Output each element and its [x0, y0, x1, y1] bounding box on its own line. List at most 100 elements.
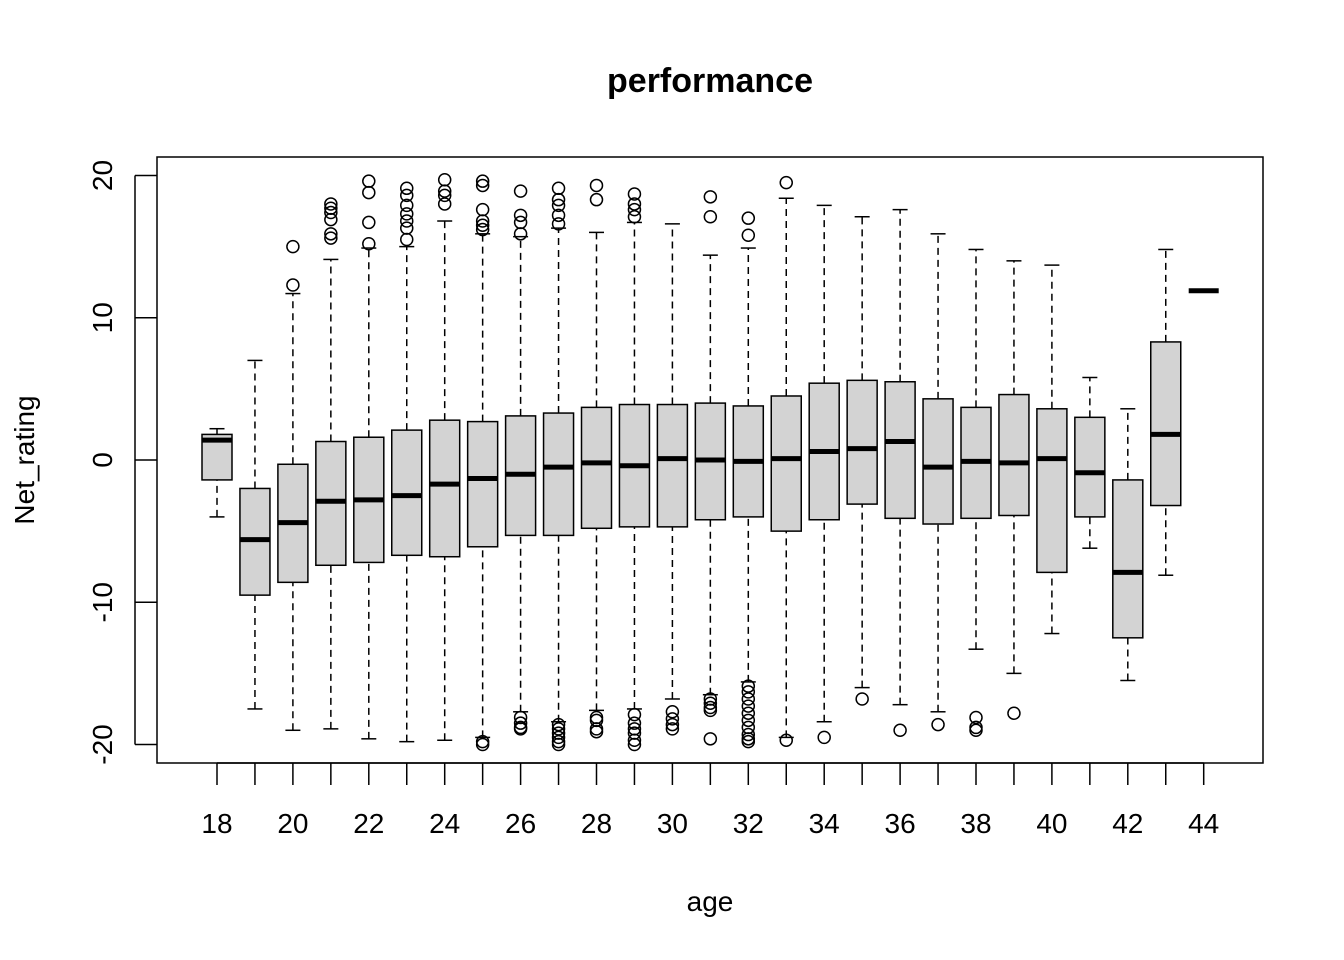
- outlier-point: [475, 218, 490, 233]
- box-age-29: [618, 187, 651, 752]
- box-age-19: [239, 359, 271, 710]
- outlier-point: [665, 717, 680, 732]
- x-axis: 18 20 22 24 26 28 30 32 34 36 38 40 42 44: [201, 762, 1219, 839]
- x-tick-label: 28: [581, 808, 612, 839]
- outlier-point: [551, 217, 566, 231]
- outlier-point: [969, 710, 983, 725]
- iqr-box: [922, 398, 954, 525]
- outlier-point: [286, 278, 300, 292]
- iqr-box: [391, 429, 423, 557]
- box-age-35: [846, 215, 878, 706]
- box-age-30: [656, 223, 689, 736]
- outlier-point: [513, 722, 528, 736]
- box-age-40: [1036, 264, 1068, 635]
- box-age-42: [1112, 408, 1144, 682]
- outlier-point: [741, 720, 756, 735]
- box-age-38: [960, 248, 992, 738]
- outlier-point: [703, 209, 718, 224]
- outlier-point: [817, 730, 831, 745]
- outlier-point: [475, 202, 490, 217]
- outlier-point: [741, 228, 756, 242]
- outlier-point: [400, 221, 414, 235]
- outlier-point: [400, 181, 414, 196]
- outlier-point: [741, 734, 756, 749]
- box-age-26: [504, 184, 537, 736]
- outlier-point: [589, 710, 604, 725]
- outlier-point: [703, 190, 718, 204]
- outlier-point: [513, 208, 528, 223]
- x-tick-label: 22: [353, 808, 384, 839]
- outlier-point: [437, 173, 452, 187]
- outlier-point: [324, 201, 338, 215]
- iqr-box: [884, 381, 916, 520]
- y-tick-label: 20: [87, 160, 118, 191]
- outlier-point: [969, 723, 983, 738]
- box-age-32: [732, 211, 765, 749]
- box-age-25: [466, 174, 499, 752]
- outlier-point: [551, 730, 566, 745]
- outlier-point: [324, 231, 338, 245]
- outlier-point: [362, 185, 376, 200]
- outlier-point: [286, 239, 300, 254]
- outlier-point: [324, 212, 338, 227]
- outlier-point: [665, 705, 680, 719]
- outlier-point: [400, 188, 414, 203]
- x-tick-label: 34: [809, 808, 840, 839]
- outlier-point: [703, 703, 718, 718]
- outlier-point: [703, 696, 718, 711]
- outlier-point: [475, 737, 490, 752]
- x-tick-label: 18: [201, 808, 232, 839]
- iqr-box: [1112, 479, 1144, 639]
- outlier-point: [400, 198, 414, 213]
- outlier-point: [627, 202, 642, 217]
- x-tick-label: 36: [885, 808, 916, 839]
- outlier-point: [513, 215, 528, 230]
- iqr-box: [428, 419, 461, 558]
- outlier-point: [551, 722, 566, 736]
- iqr-box: [1074, 416, 1106, 518]
- y-tick-label: 0: [87, 452, 118, 468]
- iqr-box: [1036, 408, 1068, 574]
- outlier-point: [400, 232, 414, 247]
- iqr-box: [542, 412, 575, 537]
- iqr-box: [466, 420, 499, 548]
- outlier-point: [362, 215, 376, 230]
- outlier-point: [627, 197, 642, 211]
- outlier-point: [741, 699, 756, 713]
- outlier-point: [437, 188, 452, 203]
- outlier-point: [627, 716, 642, 730]
- iqr-box: [580, 406, 613, 530]
- outlier-point: [400, 214, 414, 228]
- box-age-41: [1074, 376, 1106, 549]
- outlier-point: [627, 187, 642, 201]
- box-age-22: [353, 174, 385, 740]
- x-tick-label: 24: [429, 808, 460, 839]
- y-tick-label: 10: [87, 302, 118, 333]
- outlier-point: [741, 727, 756, 742]
- outlier-point: [475, 222, 490, 237]
- iqr-box: [770, 395, 802, 532]
- outlier-point: [627, 707, 642, 722]
- box-age-18: [201, 427, 233, 518]
- outlier-point: [513, 716, 528, 730]
- box-age-43: [1150, 248, 1182, 576]
- outlier-point: [362, 174, 376, 188]
- outlier-point: [627, 209, 642, 224]
- outlier-point: [779, 175, 793, 190]
- outlier-point: [437, 197, 452, 211]
- box-age-20: [277, 239, 309, 732]
- outlier-point: [551, 717, 566, 732]
- outlier-point: [475, 178, 490, 193]
- y-tick-label: -10: [87, 582, 118, 622]
- outlier-point: [627, 733, 642, 747]
- outlier-point: [400, 207, 414, 221]
- boxes-group: [201, 173, 1219, 752]
- outlier-point: [475, 174, 490, 188]
- outlier-point: [589, 192, 604, 207]
- outlier-point: [855, 692, 869, 706]
- y-tick-label: -20: [87, 724, 118, 764]
- box-age-24: [428, 173, 461, 741]
- outlier-point: [324, 205, 338, 220]
- outlier-point: [551, 737, 566, 752]
- x-axis-label: age: [687, 886, 734, 917]
